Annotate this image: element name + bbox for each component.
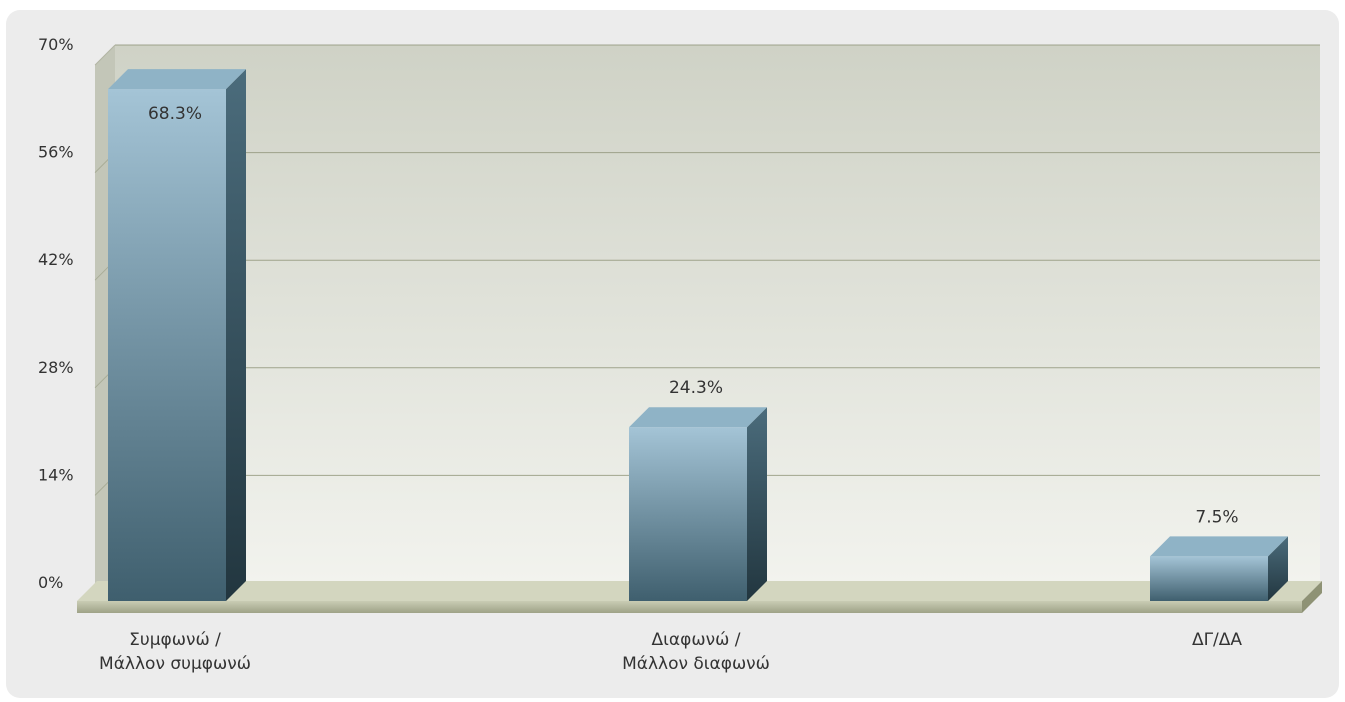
bar-side	[747, 407, 767, 601]
x-tick-label: Μάλλον συμφωνώ	[99, 654, 251, 674]
bar-top	[1150, 536, 1288, 557]
y-tick-label: 70%	[38, 35, 74, 54]
bar-side	[226, 69, 246, 601]
bar-side	[1268, 536, 1288, 601]
data-label: 68.3%	[148, 104, 202, 124]
floor-front	[77, 601, 1302, 613]
y-tick-label: 42%	[38, 250, 74, 269]
gridline-diagonal	[94, 44, 116, 66]
x-tick-label: Συμφωνώ /	[129, 630, 221, 650]
data-label: 24.3%	[669, 378, 723, 398]
y-tick-label: 28%	[38, 358, 74, 377]
bar	[108, 89, 226, 602]
floor-side	[1302, 581, 1322, 613]
bar	[1150, 556, 1268, 601]
y-tick-label: 56%	[38, 143, 74, 162]
bar-top	[629, 407, 767, 428]
x-tick-label: Διαφωνώ /	[652, 630, 741, 650]
y-tick-label: 0%	[38, 573, 63, 592]
data-label: 7.5%	[1195, 507, 1238, 527]
bar	[629, 427, 747, 601]
bar-top	[108, 69, 246, 90]
x-tick-label: ΔΓ/ΔΑ	[1192, 630, 1242, 650]
y-tick-label: 14%	[38, 465, 74, 484]
x-tick-label: Μάλλον διαφωνώ	[622, 654, 770, 674]
